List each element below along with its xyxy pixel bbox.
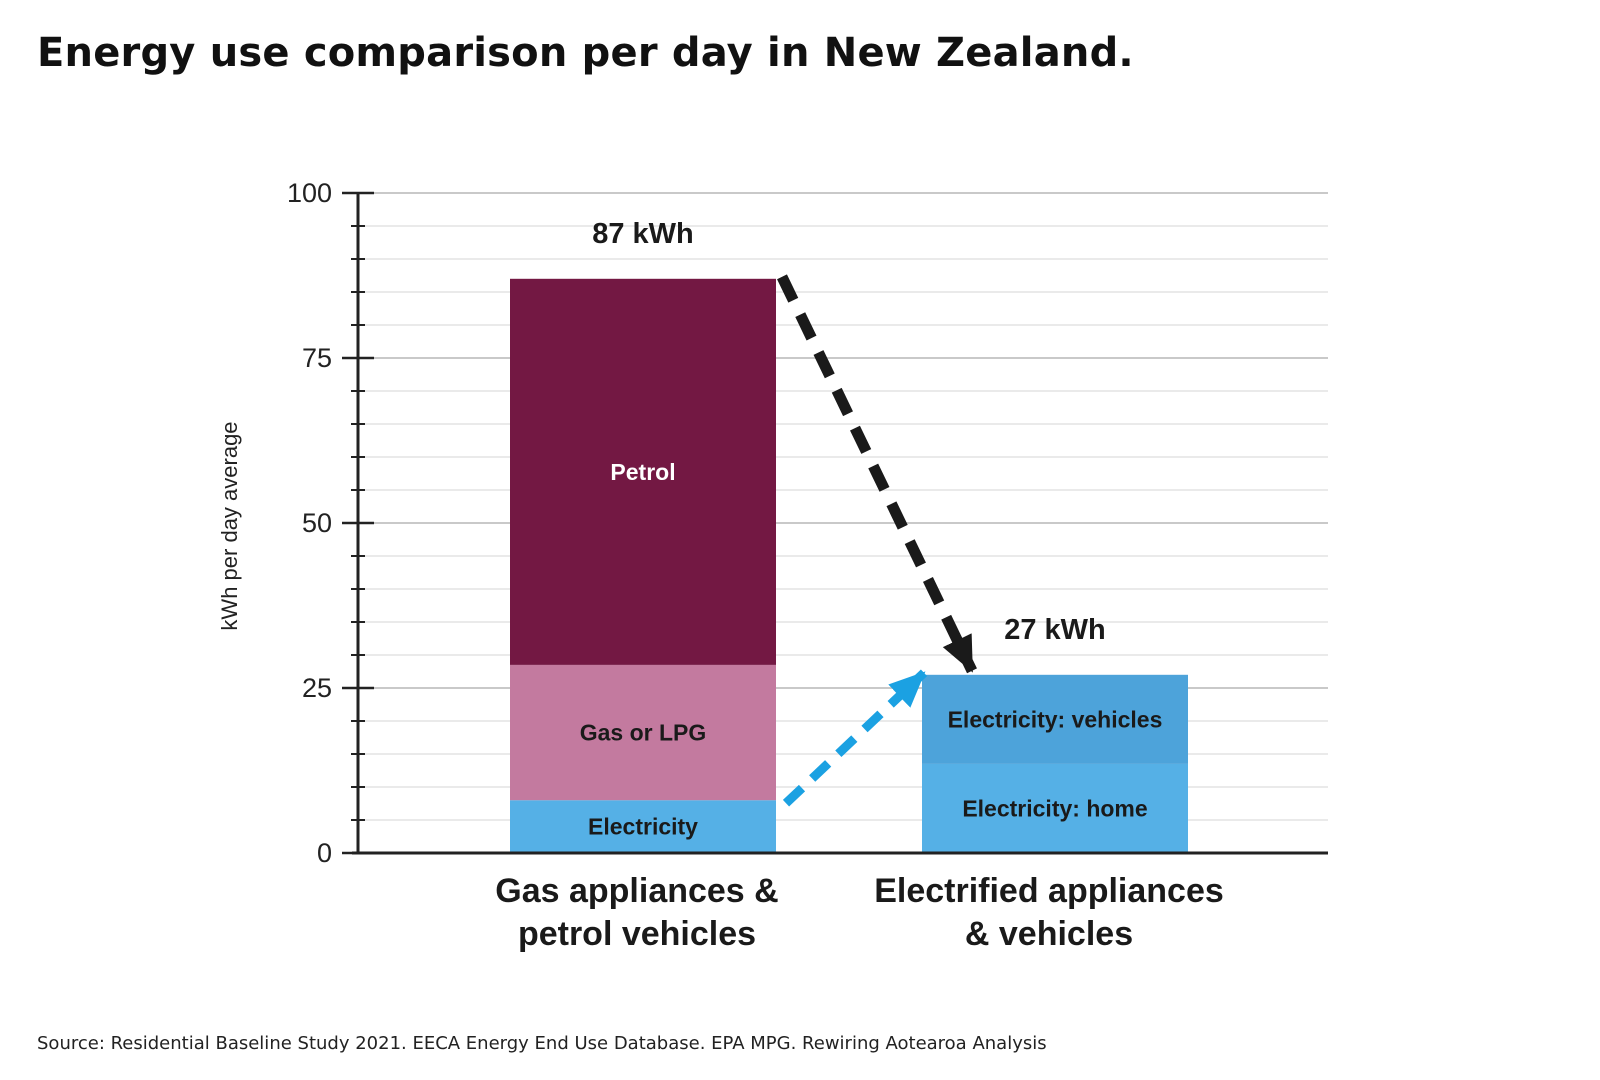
labels: 0 25 50 75 100 kWh per day average Electricity… bbox=[217, 178, 1224, 953]
bar-chart: 0 25 50 75 100 kWh per day average Electricity… bbox=[217, 178, 1328, 953]
bar-segment bbox=[510, 664, 776, 801]
y-axis-title: kWh per day average bbox=[217, 421, 242, 630]
segment-label: Electricity bbox=[588, 814, 698, 840]
source-note: Source: Residential Baseline Study 2021.… bbox=[37, 1033, 1047, 1054]
segment-label: Petrol bbox=[610, 459, 675, 485]
category-label: Gas appliances & petrol vehicles bbox=[495, 872, 778, 953]
segment-label: Electricity: vehicles bbox=[948, 706, 1163, 732]
total-label: 87 kWh bbox=[592, 218, 694, 250]
bar-segment bbox=[510, 278, 776, 665]
category-label: Electrified appliances & vehicles bbox=[874, 872, 1224, 953]
bars bbox=[510, 278, 1188, 853]
y-tick-label: 0 bbox=[317, 838, 332, 868]
y-axis bbox=[342, 191, 1328, 855]
y-tick-label: 75 bbox=[302, 343, 332, 373]
bar-segment bbox=[922, 763, 1188, 853]
y-tick-label: 100 bbox=[287, 178, 332, 208]
black-dashed-arrow bbox=[777, 274, 977, 674]
segment-label: Gas or LPG bbox=[580, 720, 707, 746]
blue-dashed-arrow bbox=[782, 669, 928, 807]
y-tick-label: 25 bbox=[302, 673, 332, 703]
bar-segment bbox=[922, 674, 1188, 764]
total-label: 27 kWh bbox=[1004, 614, 1106, 646]
y-tick-label: 50 bbox=[302, 508, 332, 538]
bar-segment bbox=[510, 800, 776, 853]
segment-label: Electricity: home bbox=[962, 795, 1147, 821]
arrows bbox=[777, 274, 977, 807]
page-title: Energy use comparison per day in New Zea… bbox=[37, 30, 1134, 76]
